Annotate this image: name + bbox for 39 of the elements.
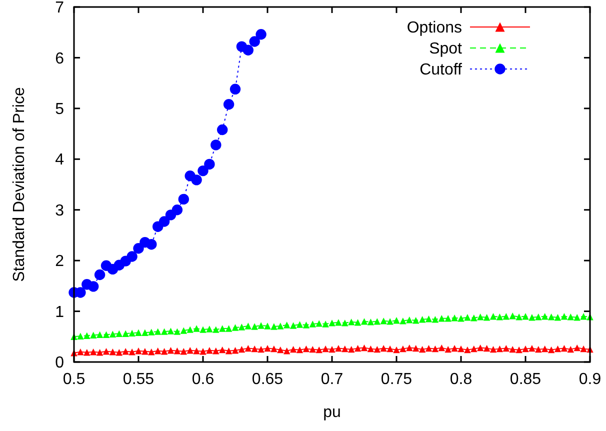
x-tick-label: 0.65 (252, 371, 284, 388)
point (158, 216, 170, 227)
y-tick-label: 1 (55, 304, 64, 321)
point (256, 29, 266, 40)
x-tick-label: 0.7 (320, 371, 344, 388)
y-tick-label: 6 (55, 50, 64, 68)
point (210, 140, 222, 150)
point (223, 99, 234, 110)
point (146, 239, 157, 250)
point (88, 281, 99, 292)
x-tick-label: 0.75 (380, 371, 412, 388)
x-tick-label: 0.85 (510, 371, 542, 388)
point (191, 174, 202, 186)
legend-label: Cutoff (420, 62, 463, 79)
point (249, 36, 260, 47)
x-tick-label: 0.55 (122, 371, 154, 388)
legend-label: Spot (429, 40, 463, 58)
y-tick-label: 4 (55, 152, 64, 169)
y-axis-title: Standard Deviation of Price (11, 87, 28, 282)
y-tick-label: 3 (55, 202, 64, 220)
x-tick-label: 0.9 (578, 371, 602, 388)
y-tick-label: 0 (55, 354, 64, 372)
x-tick-label: 0.6 (192, 371, 214, 388)
point (198, 165, 208, 176)
point (204, 158, 215, 170)
y-tick-label: 5 (55, 101, 64, 118)
point (230, 84, 241, 94)
point (126, 251, 138, 262)
point (217, 124, 228, 136)
point (94, 269, 106, 280)
point (242, 44, 254, 56)
y-tick-label: 7 (55, 0, 64, 17)
legend-label: Options (406, 20, 462, 37)
point (172, 204, 183, 216)
x-tick-label: 0.5 (62, 371, 86, 388)
point (178, 194, 189, 205)
x-tick-label: 0.8 (450, 371, 472, 388)
y-tick-label: 2 (55, 253, 64, 270)
x-axis-title: pu (323, 404, 341, 421)
